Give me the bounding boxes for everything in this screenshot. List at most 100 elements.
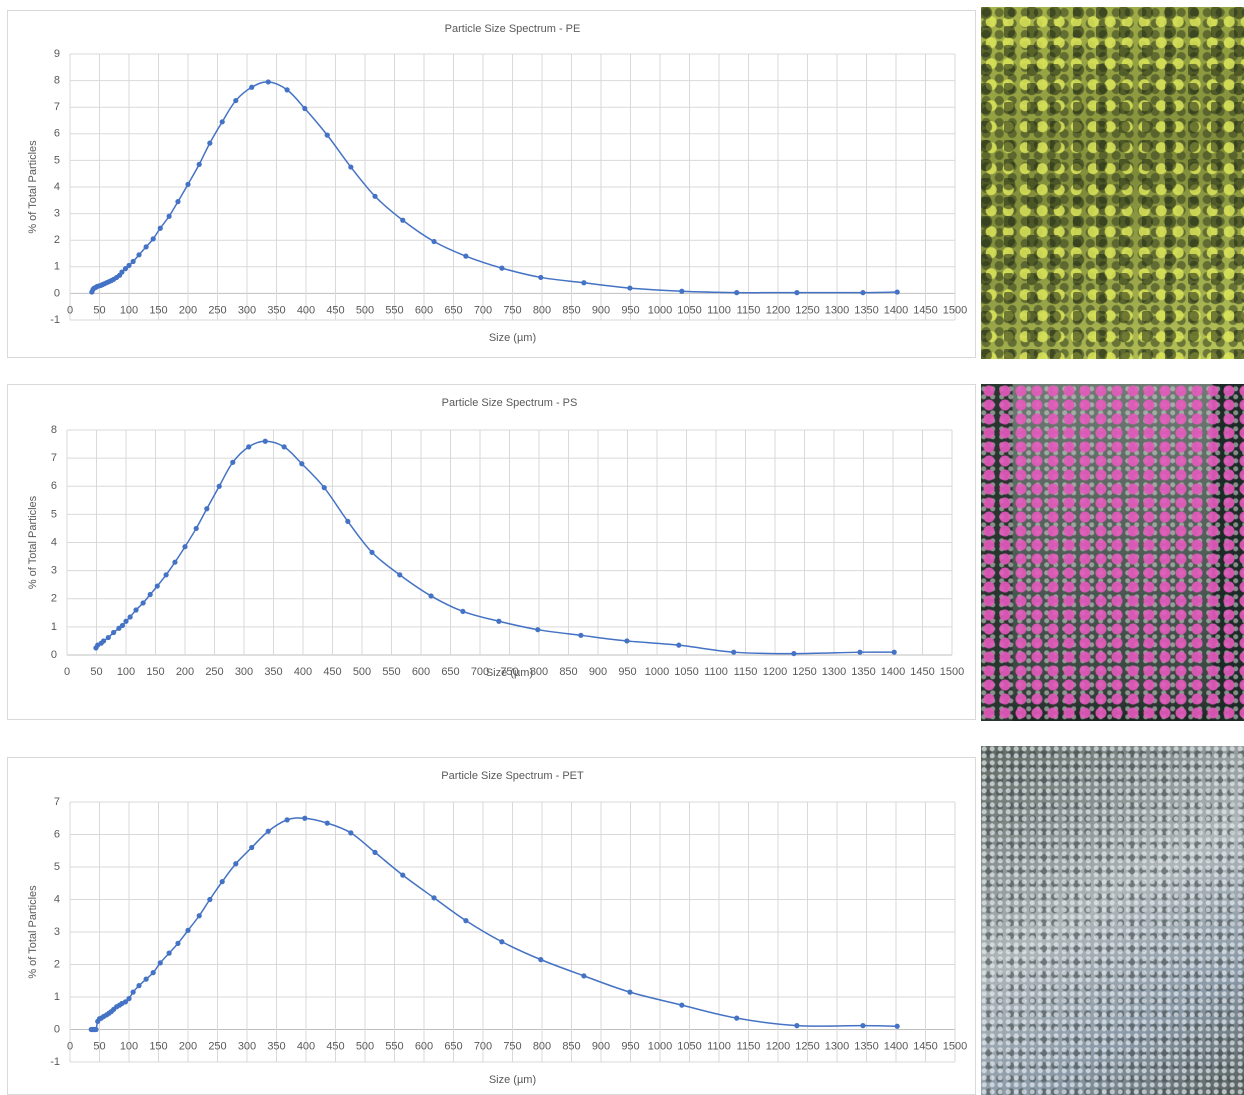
panel-frame — [7, 10, 976, 358]
x-tick-label: 400 — [297, 304, 315, 316]
data-point — [163, 572, 169, 578]
data-point — [431, 895, 437, 901]
x-tick-label: 500 — [356, 1040, 374, 1052]
x-tick-label: 850 — [562, 304, 580, 316]
data-point — [734, 1015, 740, 1021]
data-point — [249, 844, 255, 851]
x-tick-label: 1400 — [881, 666, 905, 678]
y-tick-label: 1 — [51, 621, 57, 633]
y-tick-label: 9 — [54, 48, 60, 60]
data-point — [400, 217, 406, 223]
x-tick-label: 950 — [621, 304, 639, 316]
x-tick-label: 200 — [179, 304, 197, 316]
x-tick-label: 1050 — [674, 666, 698, 678]
data-point — [157, 960, 163, 966]
data-point — [166, 213, 172, 219]
x-tick-label: 1450 — [913, 1040, 937, 1052]
y-tick-label: 2 — [54, 958, 60, 970]
x-tick-label: 650 — [441, 666, 459, 678]
y-tick-label: 4 — [54, 181, 60, 193]
y-tick-label: 4 — [51, 536, 57, 548]
chart-title: Particle Size Spectrum - PET — [441, 770, 584, 782]
x-tick-label: 300 — [235, 666, 253, 678]
data-point — [136, 983, 142, 989]
data-point — [891, 649, 897, 655]
data-point — [219, 879, 225, 885]
x-tick-label: 50 — [90, 666, 102, 678]
x-tick-label: 1450 — [913, 304, 937, 316]
data-point — [133, 607, 139, 613]
data-point — [627, 989, 633, 995]
data-point — [284, 817, 290, 823]
x-tick-label: 900 — [592, 1040, 610, 1052]
y-tick-label: 5 — [54, 861, 60, 873]
y-tick-label: 8 — [51, 424, 57, 436]
data-point — [136, 252, 142, 258]
data-point — [143, 244, 149, 250]
x-tick-label: 400 — [294, 666, 312, 678]
y-tick-label: 3 — [54, 208, 60, 220]
x-tick-label: 800 — [530, 666, 548, 678]
data-point — [157, 225, 163, 231]
data-point — [581, 973, 587, 979]
x-tick-label: 1500 — [943, 1040, 967, 1052]
x-tick-label: 1400 — [884, 304, 908, 316]
x-tick-label: 900 — [589, 666, 607, 678]
data-point — [348, 164, 354, 170]
y-tick-label: 7 — [54, 101, 60, 113]
y-tick-label: -1 — [50, 314, 60, 326]
x-tick-label: 1050 — [677, 304, 701, 316]
data-point — [463, 918, 469, 924]
x-tick-label: 300 — [238, 1040, 256, 1052]
y-tick-label: 1 — [54, 991, 60, 1003]
x-tick-label: 1250 — [792, 666, 816, 678]
data-point — [100, 638, 107, 644]
x-tick-label: 1450 — [910, 666, 934, 678]
x-tick-label: 550 — [382, 666, 400, 678]
y-tick-label: 6 — [51, 480, 57, 492]
data-point — [262, 438, 268, 444]
data-point — [794, 1023, 800, 1029]
x-tick-label: 50 — [93, 1040, 105, 1052]
x-tick-label: 1500 — [943, 304, 967, 316]
x-tick-label: 1050 — [677, 1040, 701, 1052]
x-tick-label: 550 — [385, 1040, 403, 1052]
y-tick-label: 5 — [51, 508, 57, 520]
x-tick-label: 750 — [503, 304, 521, 316]
data-point — [130, 989, 136, 995]
photo-pe — [981, 7, 1244, 359]
chart-panel: Particle Size Spectrum - PS 0 1 2 3 4 5 6 7 8 0 50 1… — [7, 384, 976, 720]
x-tick-label: 100 — [120, 1040, 138, 1052]
data-point — [894, 289, 900, 295]
x-tick-label: 1000 — [648, 1040, 672, 1052]
x-tick-label: 250 — [205, 666, 223, 678]
data-point — [348, 830, 354, 836]
x-tick-label: 1250 — [795, 1040, 819, 1052]
x-tick-label: 300 — [238, 304, 256, 316]
x-tick-label: 450 — [323, 666, 341, 678]
data-point — [679, 288, 685, 294]
x-tick-label: 500 — [353, 666, 371, 678]
data-point — [324, 820, 330, 826]
y-tick-label: 0 — [54, 1023, 60, 1035]
x-tick-label: 350 — [264, 666, 282, 678]
x-tick-label: 250 — [208, 304, 226, 316]
x-tick-label: 450 — [326, 304, 344, 316]
data-point — [624, 638, 630, 644]
x-tick-label: 1150 — [737, 304, 761, 316]
data-point — [499, 939, 505, 945]
data-point — [147, 591, 153, 598]
chart-panel: Particle Size Spectrum - PET -1 0 1 2 3 4 5 6 7 0 5… — [7, 757, 976, 1095]
data-point — [372, 193, 378, 199]
data-point — [281, 444, 287, 450]
data-point — [321, 485, 327, 491]
data-point — [299, 461, 305, 467]
y-tick-label: 1 — [54, 261, 60, 273]
x-tick-label: 0 — [64, 666, 70, 678]
data-point — [166, 950, 172, 956]
y-axis-label: % of Total Particles — [27, 140, 39, 234]
x-tick-label: 1100 — [704, 666, 728, 678]
data-point — [196, 161, 202, 167]
photo-pet — [981, 746, 1244, 1095]
y-tick-label: 6 — [54, 828, 60, 840]
